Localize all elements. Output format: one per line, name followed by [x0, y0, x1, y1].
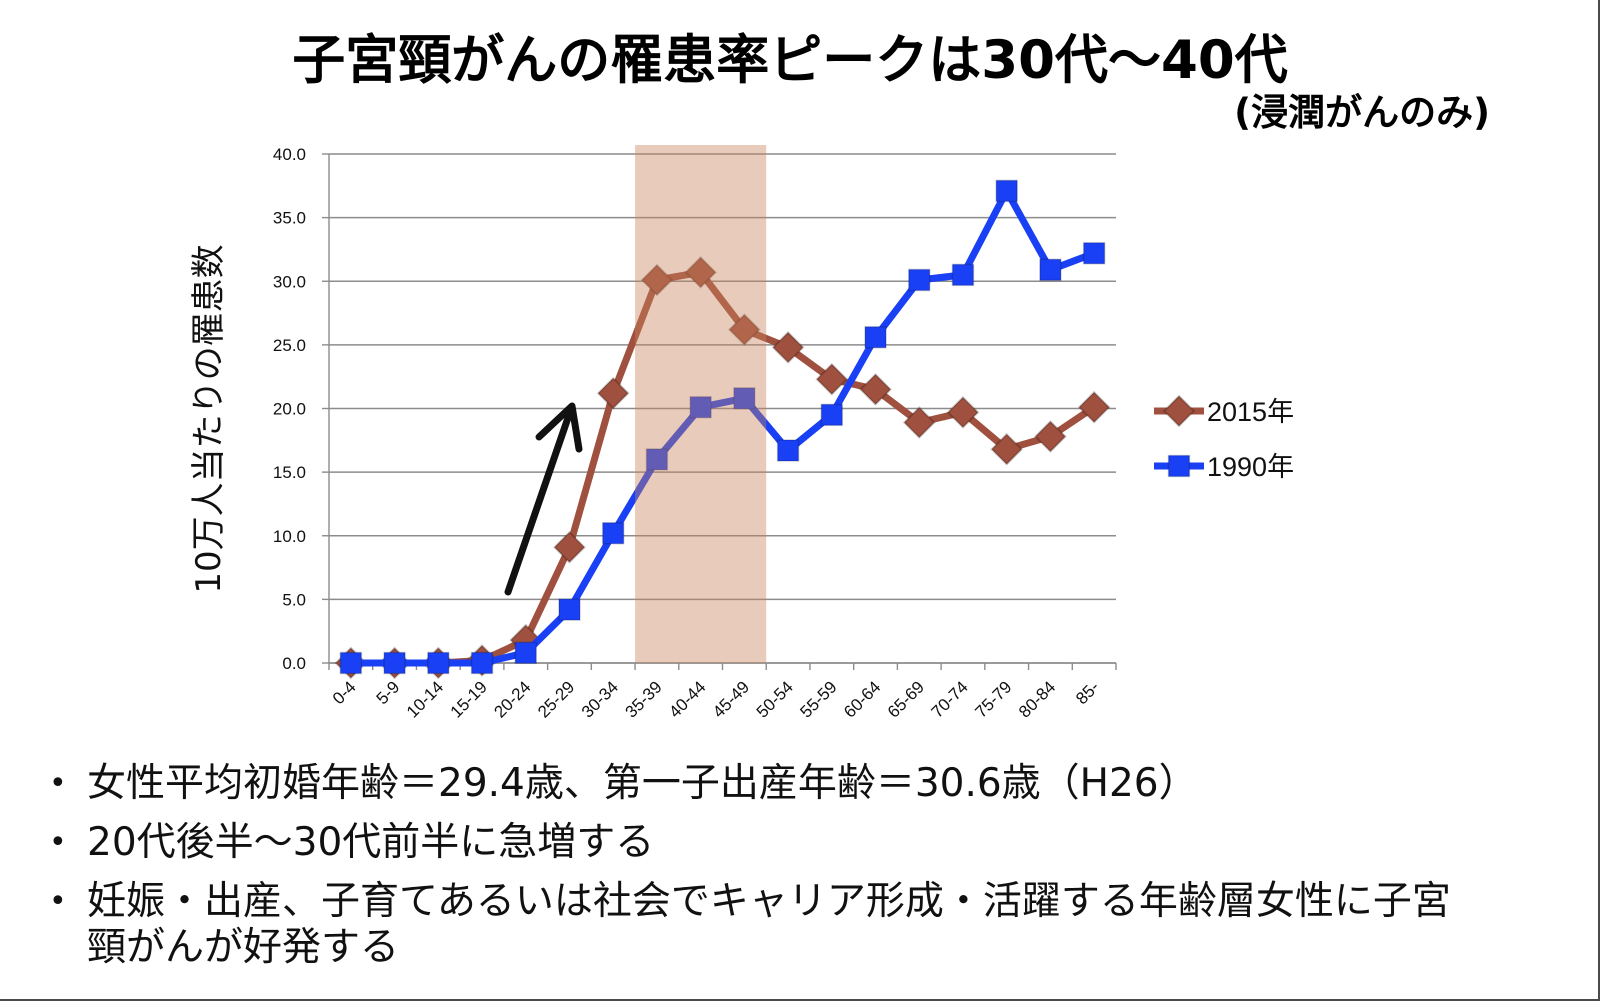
x-tick-label: 0-4: [329, 677, 360, 708]
x-tick-label: 40-44: [665, 677, 709, 721]
data-point-square: [645, 448, 669, 471]
legend: 2015年 1990年: [1154, 394, 1294, 482]
x-tick-label: 5-9: [373, 677, 404, 708]
bullet-item: 女性平均初婚年齢＝29.4歳、第一子出産年齢＝30.6歳（H26）: [49, 761, 1475, 807]
bullet-list: 女性平均初婚年齢＝29.4歳、第一子出産年齢＝30.6歳（H26） 20代後半〜…: [49, 761, 1547, 984]
data-point-square: [689, 395, 712, 419]
data-point-diamond: [1077, 390, 1111, 424]
data-point-square: [383, 651, 406, 675]
data-point-square: [427, 651, 450, 675]
slide-subtitle: (浸潤がんのみ): [1234, 91, 1490, 134]
bullet-item: 妊娠・出産、子育てあるいは社会でキャリア形成・活躍する年齢層女性に子宮頸がんが好…: [49, 879, 1475, 971]
data-point-square: [820, 403, 844, 427]
legend-label: 1990年: [1207, 452, 1294, 482]
y-tick-label: 25.0: [273, 336, 306, 355]
x-tick-label: 55-59: [796, 677, 840, 721]
gridlines: [329, 153, 1116, 664]
data-point-diamond: [815, 362, 849, 396]
x-tick-label: 25-29: [534, 677, 578, 721]
series-square: [339, 179, 1106, 675]
trend-arrow-shaft: [504, 408, 574, 596]
y-axis-label: 10万人当たりの罹患数: [189, 244, 229, 593]
data-point-diamond: [596, 376, 630, 410]
x-tick-label: 45-49: [709, 677, 753, 721]
x-tick-label: 10-14: [403, 677, 447, 721]
x-tick-label: 20-24: [490, 677, 534, 721]
trend-arrow: [504, 402, 583, 596]
data-point-square: [601, 521, 625, 545]
data-point-diamond: [553, 530, 586, 564]
x-tick-label: 70-74: [928, 677, 972, 721]
data-point-diamond: [902, 406, 936, 439]
data-point-square: [951, 263, 975, 287]
highlight-band: [635, 145, 767, 663]
data-point-diamond: [640, 263, 674, 297]
x-tick-label: 75-79: [971, 677, 1015, 721]
x-tick-label: 60-64: [840, 677, 884, 721]
legend-label: 2015年: [1207, 397, 1294, 427]
y-tick-label: 30.0: [273, 272, 306, 291]
bullet-item: 20代後半〜30代前半に急増する: [49, 820, 1475, 866]
data-point-square: [1082, 242, 1106, 265]
data-point-square: [733, 387, 756, 410]
y-tick-label: 40.0: [273, 145, 306, 164]
data-point-square: [470, 651, 494, 675]
y-tick-label: 5.0: [282, 590, 306, 609]
x-tick-label: 30-34: [578, 677, 622, 721]
data-point-diamond: [771, 331, 805, 364]
data-point-square: [908, 268, 931, 292]
data-point-diamond: [727, 313, 761, 347]
data-point-diamond: [1034, 420, 1067, 453]
y-tick-label: 35.0: [273, 209, 306, 228]
data-point-diamond: [859, 372, 892, 406]
legend-swatch-square: [1167, 454, 1191, 478]
y-tick-label: 15.0: [273, 463, 306, 482]
data-point-diamond: [990, 432, 1024, 466]
data-point-square: [1039, 258, 1062, 282]
series: [334, 179, 1111, 680]
legend-swatch-diamond: [1162, 394, 1196, 428]
data-point-square: [339, 651, 363, 675]
y-tick-label: 20.0: [273, 400, 306, 419]
trend-arrow-head: [535, 402, 583, 453]
x-tick-label: 35-39: [622, 677, 666, 721]
x-tick-label: 50-54: [753, 677, 797, 721]
data-point-diamond: [684, 255, 718, 289]
x-tick-label: 85-: [1072, 677, 1103, 708]
legend-item: 2015年: [1154, 394, 1294, 428]
data-point-square: [558, 598, 581, 621]
data-point-square: [514, 641, 537, 665]
x-tick-label: 80-84: [1015, 677, 1059, 721]
data-point-diamond: [946, 395, 980, 429]
highlight-region: [635, 145, 767, 663]
slide-title: 子宮頸がんの罹患率ピークは30代〜40代: [292, 30, 1288, 91]
legend-item: 1990年: [1154, 452, 1294, 482]
data-point-square: [864, 325, 887, 349]
x-tick-label: 65-69: [884, 677, 928, 721]
y-tick-label: 10.0: [273, 527, 306, 546]
line-chart: 0.0 5.0 10.0 15.0 20.0 25.0 30.0 35.0 40.0 0-4 5-9…: [189, 145, 1294, 722]
y-tick-label: 0.0: [282, 654, 306, 673]
x-tick-label: 15-19: [447, 677, 491, 721]
data-point-square: [776, 439, 800, 462]
data-point-square: [995, 179, 1018, 203]
